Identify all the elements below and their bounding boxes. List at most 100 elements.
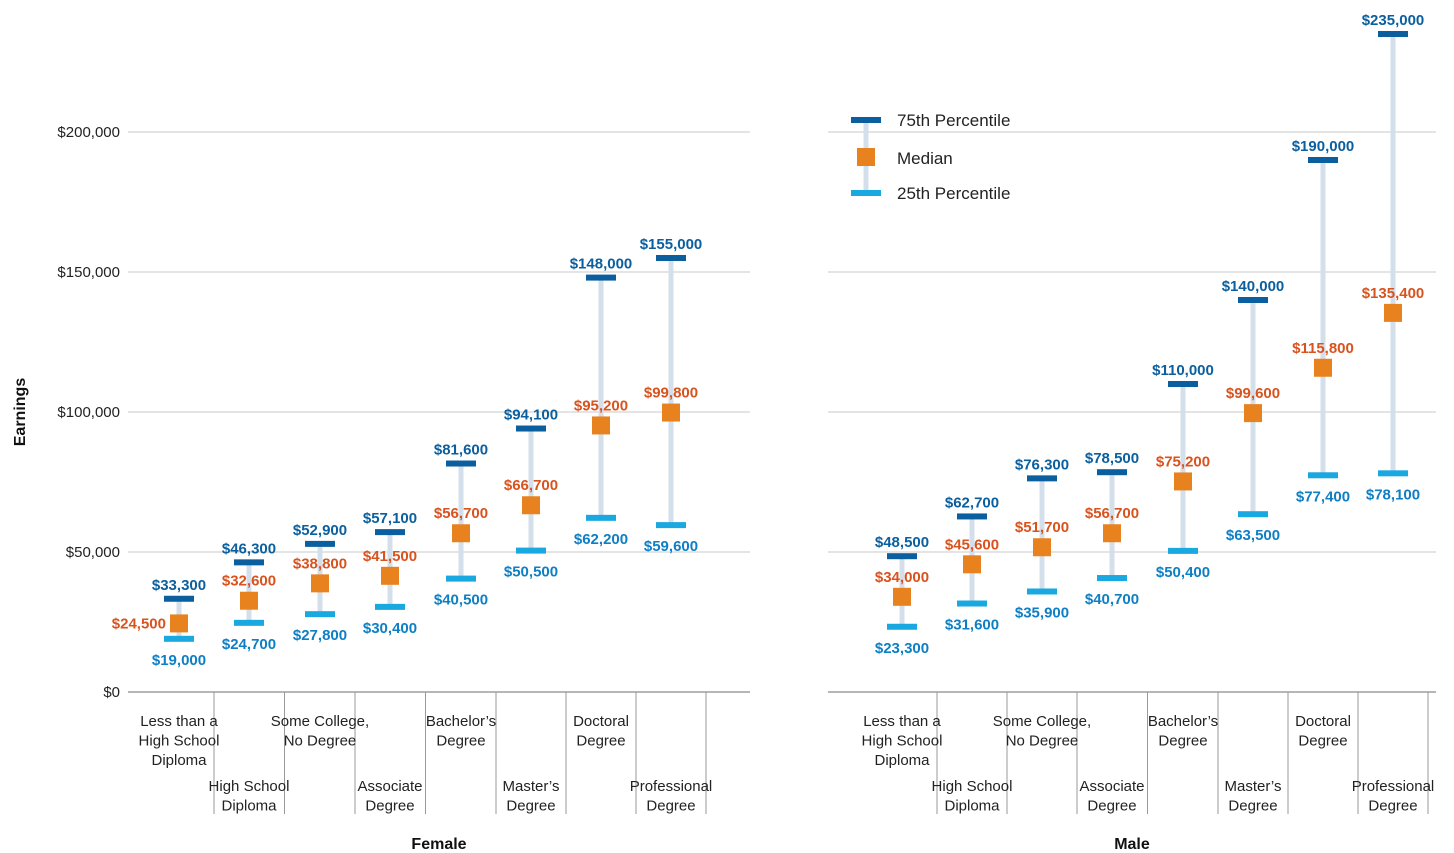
p25-value-label: $35,900 — [1015, 604, 1069, 621]
median-value-label: $24,500 — [112, 615, 166, 632]
median-value-label: $75,200 — [1156, 453, 1210, 470]
y-axis-title: Earnings — [12, 378, 29, 447]
median-marker — [1103, 524, 1121, 543]
median-marker — [1174, 472, 1192, 491]
legend-p25-swatch — [851, 190, 881, 196]
p25-marker — [1378, 470, 1408, 477]
p75-value-label: $190,000 — [1292, 138, 1355, 155]
p75-marker — [586, 274, 616, 281]
median-marker — [1384, 303, 1402, 322]
median-value-label: $45,600 — [945, 536, 999, 553]
category-label: Doctoral — [573, 713, 629, 730]
p25-value-label: $19,000 — [152, 652, 206, 669]
category-label: Degree — [1298, 733, 1347, 750]
p75-value-label: $52,900 — [293, 522, 347, 539]
p25-value-label: $40,500 — [434, 592, 488, 609]
category-label: High School — [932, 778, 1013, 795]
p75-value-label: $48,500 — [875, 534, 929, 551]
p25-value-label: $78,100 — [1366, 486, 1420, 503]
p75-value-label: $81,600 — [434, 442, 488, 459]
median-value-label: $95,200 — [574, 397, 628, 414]
category-label: Diploma — [874, 752, 930, 769]
median-marker — [452, 524, 470, 543]
category-label: Associate — [1079, 778, 1144, 795]
category-label: Diploma — [944, 798, 1000, 815]
p75-value-label: $155,000 — [640, 236, 703, 253]
median-value-label: $135,400 — [1362, 285, 1425, 302]
p25-value-label: $50,500 — [504, 564, 558, 581]
p25-marker — [516, 547, 546, 554]
median-marker — [963, 555, 981, 574]
p25-marker — [1308, 472, 1338, 479]
median-marker — [592, 416, 610, 435]
median-value-label: $38,800 — [293, 555, 347, 572]
category-label: Degree — [1158, 733, 1207, 750]
median-value-label: $32,600 — [222, 573, 276, 590]
p75-value-label: $46,300 — [222, 540, 276, 557]
category-label: Bachelor’s — [1148, 713, 1218, 730]
p75-marker — [1027, 475, 1057, 482]
median-value-label: $66,700 — [504, 477, 558, 494]
panel-title-male: Male — [1114, 836, 1150, 853]
median-marker — [1244, 404, 1262, 423]
category-label: Professional — [1352, 778, 1435, 795]
p25-marker — [1097, 575, 1127, 582]
p75-marker — [234, 559, 264, 566]
median-marker — [662, 403, 680, 422]
median-marker — [1033, 538, 1051, 557]
p75-marker — [1378, 31, 1408, 37]
y-tick-label: $0 — [103, 684, 120, 701]
category-label: Master’s — [503, 778, 560, 795]
category-label: Degree — [1087, 798, 1136, 815]
median-marker — [893, 587, 911, 606]
y-tick-label: $200,000 — [57, 124, 120, 141]
category-label: High School — [209, 778, 290, 795]
legend-p75-swatch — [851, 117, 881, 123]
p25-marker — [164, 635, 194, 642]
p25-marker — [1238, 511, 1268, 518]
category-label: Less than a — [140, 713, 218, 730]
p75-marker — [957, 513, 987, 520]
p25-value-label: $40,700 — [1085, 591, 1139, 608]
p75-value-label: $78,500 — [1085, 450, 1139, 467]
p75-value-label: $235,000 — [1362, 12, 1425, 29]
category-label: No Degree — [1006, 733, 1079, 750]
median-value-label: $115,800 — [1292, 340, 1354, 357]
p75-marker — [164, 595, 194, 602]
p25-value-label: $59,600 — [644, 538, 698, 555]
category-label: High School — [139, 733, 220, 750]
p25-value-label: $24,700 — [222, 636, 276, 653]
category-label: Degree — [436, 733, 485, 750]
p25-value-label: $63,500 — [1226, 527, 1280, 544]
p25-marker — [446, 575, 476, 582]
median-value-label: $56,700 — [1085, 505, 1139, 522]
p25-marker — [656, 522, 686, 529]
p75-marker — [887, 553, 917, 560]
p25-value-label: $31,600 — [945, 617, 999, 634]
p25-marker — [887, 623, 917, 630]
p25-value-label: $62,200 — [574, 531, 628, 548]
category-label: Associate — [357, 778, 422, 795]
p25-value-label: $27,800 — [293, 627, 347, 644]
category-label: Degree — [576, 733, 625, 750]
category-label: Degree — [1228, 798, 1277, 815]
median-value-label: $41,500 — [363, 548, 417, 565]
median-marker — [1314, 358, 1332, 377]
p25-marker — [586, 514, 616, 521]
category-label: Degree — [1368, 798, 1417, 815]
median-marker — [170, 614, 188, 633]
p75-marker — [1168, 381, 1198, 387]
p75-marker — [516, 425, 546, 432]
panel-title-female: Female — [411, 836, 466, 853]
category-label: Master’s — [1225, 778, 1282, 795]
p75-value-label: $110,000 — [1152, 362, 1214, 379]
y-tick-label: $50,000 — [66, 544, 120, 561]
p25-value-label: $30,400 — [363, 620, 417, 637]
category-label: Less than a — [863, 713, 941, 730]
legend-label-p75: 75th Percentile — [897, 111, 1010, 130]
category-label: Professional — [630, 778, 713, 795]
p75-marker — [656, 255, 686, 261]
p25-marker — [1168, 547, 1198, 554]
legend-label-p25: 25th Percentile — [897, 184, 1010, 203]
